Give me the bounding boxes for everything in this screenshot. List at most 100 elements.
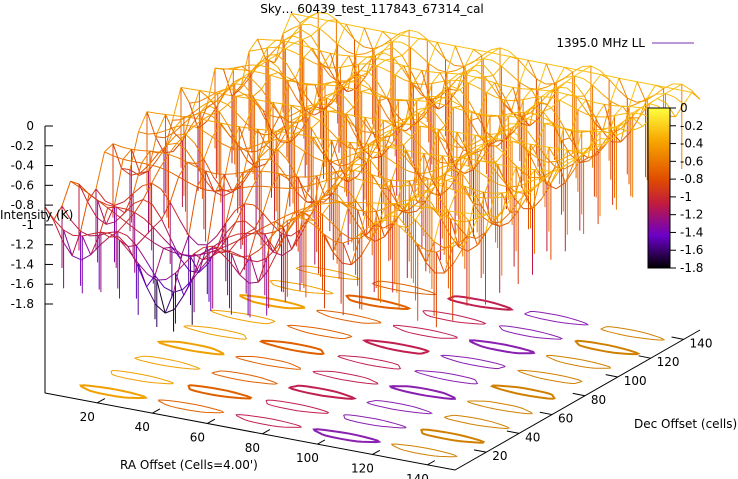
contour-line bbox=[110, 370, 174, 385]
surface-segment bbox=[324, 84, 335, 87]
contour-line bbox=[187, 384, 253, 400]
surface-segment bbox=[107, 206, 117, 209]
surface-segment bbox=[646, 93, 657, 99]
surface-segment bbox=[307, 104, 318, 119]
surface-segment bbox=[296, 216, 307, 220]
surface-segment bbox=[618, 77, 629, 81]
surface-segment bbox=[301, 29, 312, 37]
surface-segment bbox=[504, 87, 514, 101]
surface-segment bbox=[448, 88, 457, 91]
surface-segment bbox=[326, 171, 336, 181]
surface-segment bbox=[393, 128, 403, 131]
surface-segment bbox=[256, 225, 266, 232]
surface-segment bbox=[543, 117, 554, 124]
surface-segment bbox=[328, 110, 337, 112]
surface-segment bbox=[53, 219, 64, 242]
surface-segment bbox=[617, 127, 627, 131]
surface-segment bbox=[398, 225, 408, 229]
surface-segment bbox=[406, 173, 416, 214]
surface-segment bbox=[343, 81, 352, 88]
surface-segment bbox=[444, 262, 455, 274]
surface-segment bbox=[459, 220, 470, 223]
surface-segment bbox=[328, 192, 339, 196]
surface-segment bbox=[250, 157, 260, 170]
surface-segment bbox=[462, 166, 472, 175]
surface-segment bbox=[240, 147, 250, 151]
surface-segment bbox=[129, 131, 139, 170]
surface-segment bbox=[383, 41, 393, 51]
surface-segment bbox=[323, 192, 334, 203]
surface-segment bbox=[499, 222, 510, 227]
surface-segment bbox=[575, 95, 586, 110]
surface-segment bbox=[269, 149, 279, 160]
surface-segment bbox=[198, 263, 209, 273]
surface-segment bbox=[267, 139, 278, 142]
surface-segment bbox=[188, 235, 199, 246]
surface-segment bbox=[373, 185, 383, 225]
surface-segment bbox=[438, 197, 449, 212]
surface-segment bbox=[104, 143, 114, 153]
surface-segment bbox=[258, 239, 269, 251]
surface-segment bbox=[202, 250, 213, 261]
surface-segment bbox=[460, 212, 470, 222]
surface-segment bbox=[682, 90, 692, 93]
surface-segment bbox=[439, 216, 450, 235]
surface-segment bbox=[78, 183, 88, 203]
surface-segment bbox=[351, 151, 361, 165]
surface-segment bbox=[269, 71, 279, 76]
colorbar-tick-label: -0.2 bbox=[680, 119, 703, 133]
surface-segment bbox=[368, 71, 379, 83]
surface-segment bbox=[164, 286, 174, 293]
surface-segment bbox=[245, 99, 256, 124]
surface-segment bbox=[248, 49, 259, 52]
surface-segment bbox=[416, 96, 426, 102]
surface-segment bbox=[388, 209, 398, 217]
surface-segment bbox=[385, 203, 396, 209]
surface-segment bbox=[425, 262, 436, 274]
surface-segment bbox=[359, 76, 370, 87]
surface-segment bbox=[419, 54, 430, 64]
surface-segment bbox=[501, 65, 512, 75]
surface-segment bbox=[306, 83, 316, 86]
surface-segment bbox=[243, 186, 254, 205]
surface-segment bbox=[89, 234, 100, 237]
surface-segment bbox=[421, 189, 431, 196]
surface-segment bbox=[166, 126, 176, 146]
surface-segment bbox=[529, 151, 539, 160]
surface-segment bbox=[339, 163, 350, 167]
surface-segment bbox=[353, 164, 363, 171]
surface-segment bbox=[384, 52, 394, 59]
surface-segment bbox=[520, 189, 529, 192]
surface-segment bbox=[391, 34, 402, 42]
surface-segment bbox=[279, 80, 289, 116]
surface-segment bbox=[300, 16, 311, 26]
surface-segment bbox=[215, 174, 225, 192]
contour-line bbox=[393, 324, 458, 339]
surface-segment bbox=[169, 176, 180, 203]
base-contours bbox=[78, 265, 666, 458]
surface-segment bbox=[282, 13, 292, 34]
x-tick-label: 20 bbox=[80, 410, 95, 424]
surface-segment bbox=[400, 34, 410, 38]
surface-segment bbox=[88, 193, 98, 201]
surface-segment bbox=[310, 28, 320, 37]
surface-segment bbox=[407, 100, 418, 118]
surface-segment bbox=[404, 83, 414, 125]
surface-segment bbox=[408, 234, 419, 245]
surface-segment bbox=[241, 168, 252, 182]
surface-segment bbox=[499, 47, 510, 52]
surface-segment bbox=[171, 246, 182, 255]
surface-segment bbox=[122, 146, 132, 150]
surface-segment bbox=[144, 236, 155, 244]
surface-segment bbox=[152, 218, 163, 228]
surface-segment bbox=[234, 76, 244, 85]
surface-segment bbox=[456, 75, 467, 91]
surface-segment bbox=[311, 48, 322, 64]
surface-segment bbox=[310, 23, 320, 29]
surface-segment bbox=[269, 74, 280, 79]
surface-segment bbox=[225, 189, 235, 224]
surface-segment bbox=[454, 177, 465, 189]
surface-segment bbox=[297, 82, 307, 85]
surface-segment bbox=[566, 151, 576, 158]
surface-segment bbox=[263, 100, 274, 103]
